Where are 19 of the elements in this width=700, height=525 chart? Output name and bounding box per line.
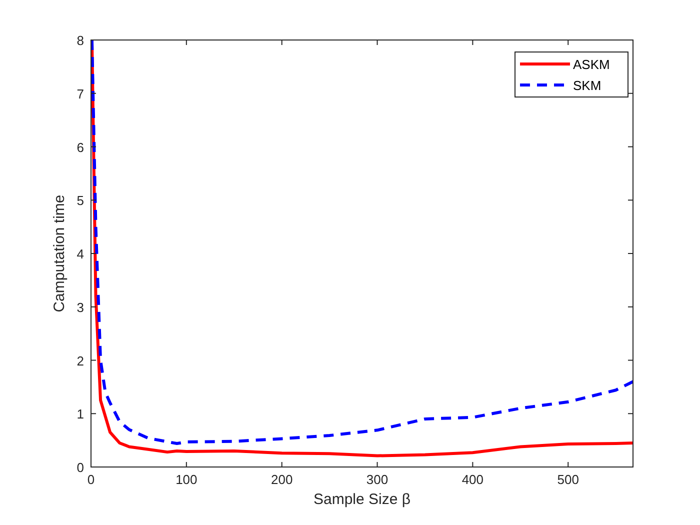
x-axis-title: Sample Size β <box>313 491 411 508</box>
y-tick-label: 4 <box>76 246 84 262</box>
x-tick-label: 200 <box>270 472 293 487</box>
y-axis-title: Camputation time <box>51 194 68 312</box>
x-tick-label: 0 <box>87 472 95 487</box>
y-tick-label: 0 <box>76 460 84 475</box>
y-tick-label: 3 <box>76 300 84 315</box>
x-tick-label: 400 <box>462 472 484 487</box>
x-tick-label: 300 <box>366 472 388 487</box>
y-tick-label: 5 <box>76 193 84 208</box>
y-tick-label: 6 <box>76 140 84 155</box>
y-tick-label: 1 <box>76 406 84 422</box>
x-tick-label: 500 <box>557 472 579 487</box>
x-tick-label: 100 <box>176 472 198 487</box>
y-tick-label: 2 <box>76 353 84 368</box>
y-tick-label: 8 <box>76 33 84 48</box>
y-tick-label: 7 <box>76 86 84 102</box>
legend-label: SKM <box>573 78 602 93</box>
legend-label: ASKM <box>573 57 610 72</box>
